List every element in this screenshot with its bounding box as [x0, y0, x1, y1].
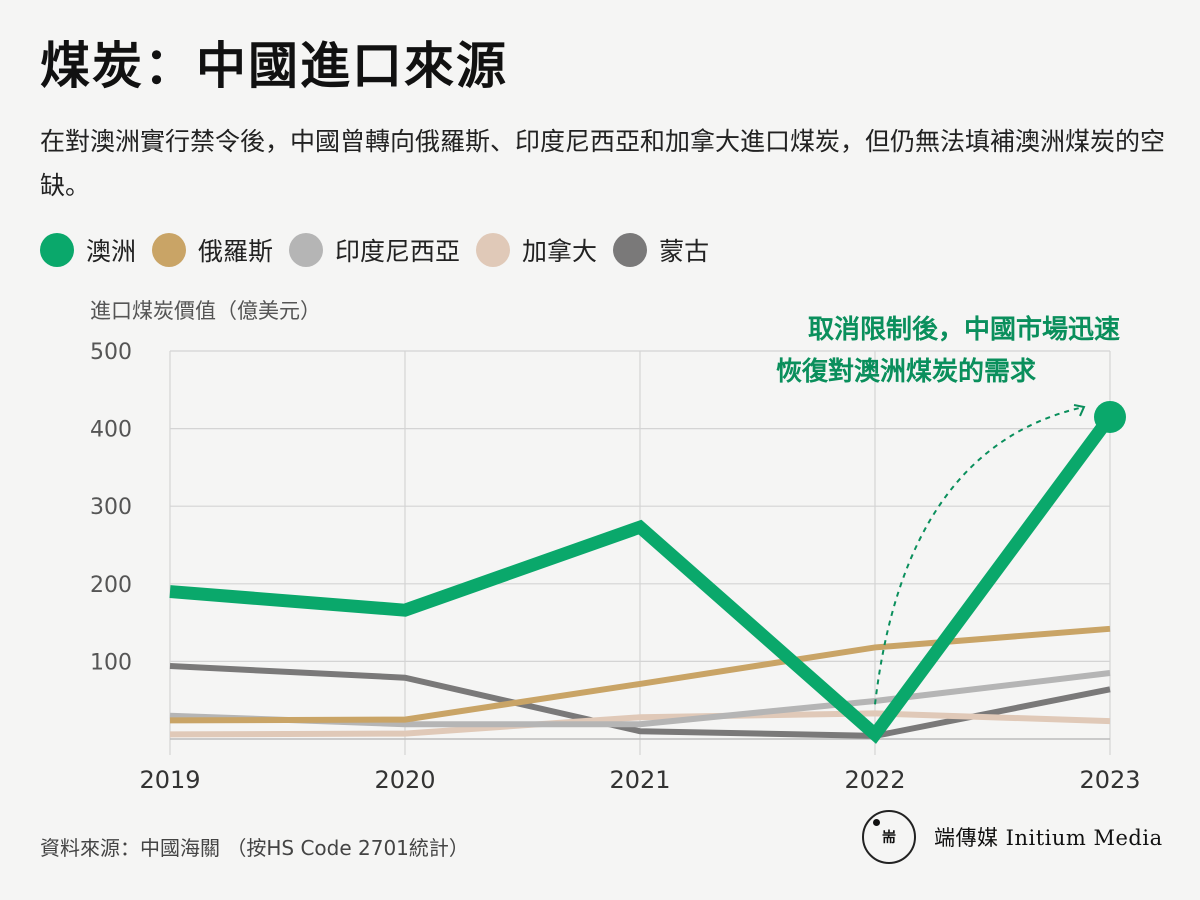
x-tick-label: 2022	[844, 766, 905, 794]
brand: 耑 端傳媒 Initium Media	[862, 810, 1163, 864]
legend-label: 加拿大	[522, 237, 598, 266]
legend-item: 蒙古	[613, 232, 709, 268]
source-note: 資料來源：中國海關 （按HS Code 2701統計）	[40, 836, 469, 860]
y-tick-label: 100	[90, 650, 132, 675]
annotation-text-line2: 恢復對澳洲煤炭的需求	[776, 356, 1036, 387]
x-tick-label: 2021	[609, 766, 670, 794]
legend-swatch	[289, 233, 324, 267]
x-tick-label: 2020	[374, 766, 435, 794]
chart-subtitle: 在對澳洲實行禁令後，中國曾轉向俄羅斯、印度尼西亞和加拿大進口煤炭，但仍無法填補澳…	[40, 127, 1166, 200]
legend-item: 俄羅斯	[152, 232, 273, 268]
legend-label: 俄羅斯	[198, 237, 274, 266]
chart-title: 煤炭：中國進口來源	[40, 37, 508, 95]
y-tick-label: 500	[90, 340, 132, 365]
legend-swatch	[40, 233, 74, 267]
series-end-marker	[1094, 400, 1126, 433]
annotation-arrow	[874, 405, 1085, 705]
legend-item: 印度尼西亞	[289, 232, 460, 268]
legend-item: 加拿大	[476, 232, 597, 268]
y-tick-label: 200	[90, 573, 132, 598]
legend-item: 澳洲	[40, 232, 136, 268]
legend: 澳洲 俄羅斯 印度尼西亞 加拿大 蒙古	[40, 228, 725, 272]
annotation-arrowhead	[1073, 403, 1086, 417]
y-axis-label: 進口煤炭價值（億美元）	[90, 299, 321, 323]
x-tick-label: 2023	[1079, 766, 1140, 794]
x-tick-label: 2019	[139, 766, 200, 794]
brand-name: 端傳媒 Initium Media	[934, 826, 1163, 850]
y-tick-label: 300	[90, 495, 132, 520]
y-tick-label: 400	[90, 418, 132, 443]
legend-swatch	[613, 233, 648, 267]
brand-logo-icon: 耑	[862, 810, 916, 864]
legend-label: 澳洲	[86, 237, 137, 266]
legend-label: 蒙古	[659, 237, 710, 266]
legend-swatch	[152, 233, 187, 267]
annotation-text-line1: 取消限制後，中國市場迅速	[808, 314, 1120, 345]
legend-swatch	[476, 233, 511, 267]
legend-label: 印度尼西亞	[335, 237, 461, 266]
